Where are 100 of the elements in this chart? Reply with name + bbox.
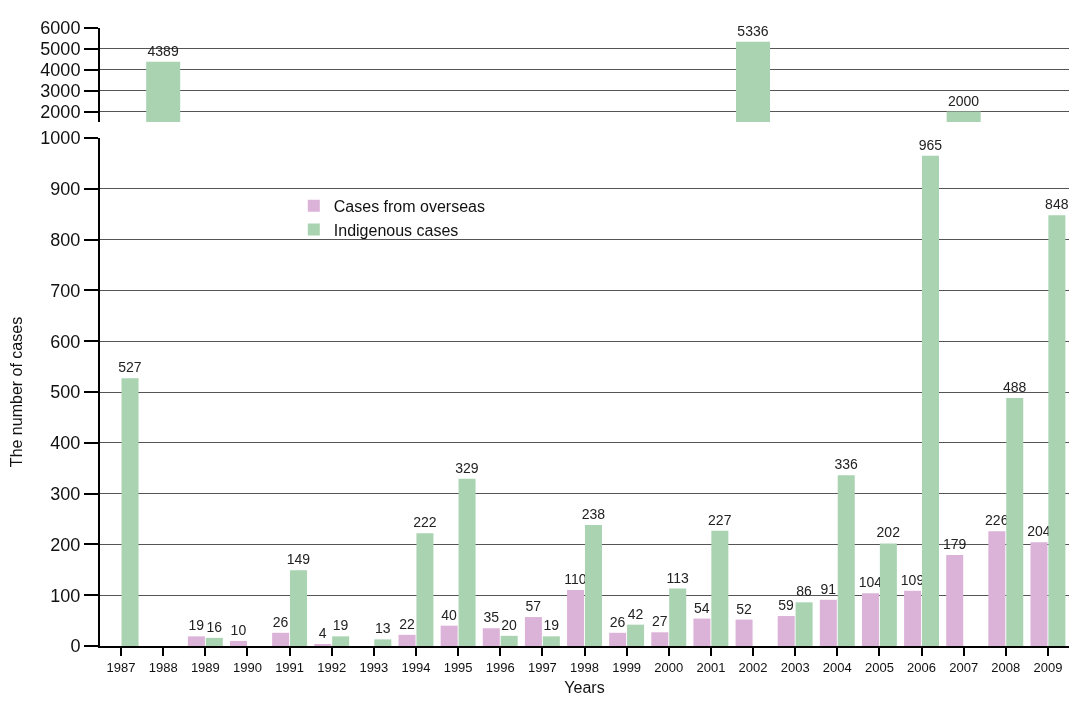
data-label: 222 [413,514,437,531]
x-tick-label: 2006 [907,659,936,675]
bar [609,632,627,646]
bar [314,643,332,646]
bar [458,478,476,646]
x-tick-label: 1992 [317,659,347,675]
legend-label: Indigenous cases [333,221,459,239]
x-tick-label: 1990 [233,659,262,675]
data-label: 329 [455,459,479,476]
bar [584,525,602,646]
x-tick-label: 1989 [190,659,220,675]
data-label: 26 [272,613,289,630]
y-tick-label: 800 [50,229,81,250]
data-label: 104 [858,574,883,591]
data-label: 35 [483,609,500,626]
bar [500,635,518,646]
data-label: 57 [525,598,542,615]
x-tick-label: 1999 [612,659,642,675]
data-label: 226 [985,512,1009,529]
data-label: 59 [778,597,795,614]
bar [946,555,964,646]
bar [879,543,897,646]
x-tick-label: 2003 [780,659,810,675]
data-label: 13 [374,620,391,637]
data-label: 19 [188,617,205,634]
bar [921,155,939,646]
bar [1006,398,1024,646]
bar [272,632,290,646]
bar [524,617,542,646]
y-tick-label: 100 [50,585,81,606]
bar [290,570,308,646]
data-label: 202 [876,524,901,541]
x-tick-label: 1996 [485,659,515,675]
y-tick-label: 500 [50,382,81,403]
x-tick-label: 2002 [738,659,768,675]
bar [627,624,645,646]
bar [416,533,434,646]
bar [988,531,1006,646]
data-label: 527 [118,359,142,376]
data-label: 20 [501,616,518,633]
data-label: 40 [441,606,458,623]
data-label: 52 [736,600,752,617]
y-tick-label: 0 [70,636,81,657]
data-label: 54 [694,599,710,616]
bar [904,590,922,646]
bar [187,636,205,646]
y-tick-label: 600 [50,331,81,352]
x-tick-label: 1993 [359,659,389,675]
y-tick-label: 400 [50,433,81,454]
x-tick-label: 2009 [1033,659,1063,675]
data-label: 488 [1002,379,1027,396]
data-label: 91 [820,580,837,597]
legend-label: Cases from overseas [333,197,485,215]
bar [121,378,139,646]
x-tick-label: 1988 [148,659,178,675]
bar [440,625,458,646]
x-tick-label: 1987 [106,659,136,675]
data-label: 238 [581,506,606,523]
bar [567,590,585,646]
bar [795,602,813,646]
data-label: 848 [1045,196,1069,213]
data-label: 336 [834,456,859,473]
data-label: 10 [230,621,247,638]
data-label: 5336 [737,22,769,39]
bar [777,616,795,646]
data-label: 19 [543,617,560,634]
x-tick-label: 1994 [401,659,431,675]
data-label: 113 [666,569,689,586]
data-label: 19 [332,617,349,634]
bar [1048,215,1066,646]
y-tick-label: 1000 [40,128,81,149]
y-tick-label: 200 [50,534,81,555]
bar [332,636,350,646]
x-tick-label: 2004 [822,659,852,675]
bar [837,475,855,646]
bar [482,628,500,646]
bar [669,588,687,646]
data-label: 204 [1027,523,1051,540]
data-label: 27 [651,613,668,630]
bar [711,530,729,646]
data-label: 22 [399,615,415,632]
y-tick-label: 700 [50,280,81,301]
bar [230,640,248,646]
bar [374,639,392,646]
bar [693,618,711,646]
x-tick-label: 2005 [864,659,894,675]
data-label: 2000 [947,92,980,109]
data-label: 149 [286,551,311,568]
y-tick-label: 4000 [40,60,81,81]
y-axis-title: The number of cases [7,316,25,468]
y-tick-label: 300 [50,483,81,504]
bar [819,599,837,646]
y-tick-label: 6000 [40,18,81,39]
y-tick-label: 5000 [40,39,81,60]
bar [861,593,879,646]
bar [398,634,416,646]
x-tick-label: 1998 [570,659,599,675]
x-tick-label: 1991 [275,659,305,675]
x-tick-label: 1995 [443,659,473,675]
y-tick-label: 3000 [40,80,81,101]
